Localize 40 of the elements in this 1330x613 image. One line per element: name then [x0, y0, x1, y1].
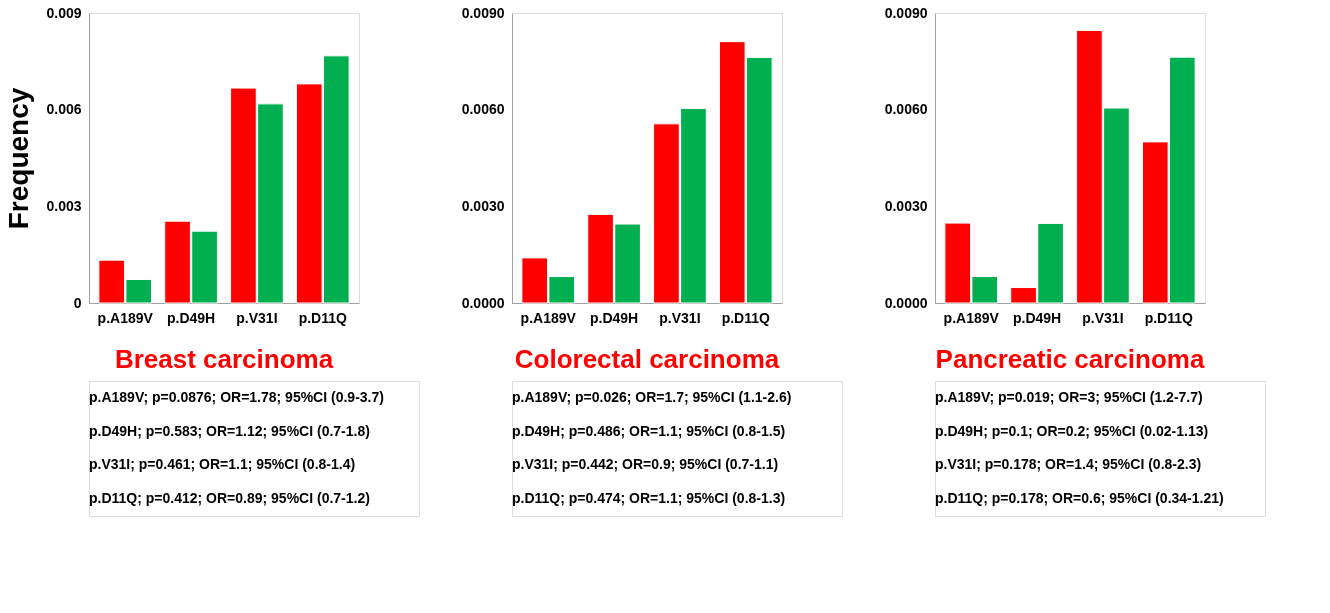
text: p.D49H; p=0.486; OR=1.1; 95%CI (0.8-1.5)	[512, 422, 786, 439]
y-tick-label: 0.0090	[461, 4, 505, 21]
x-tick-label: p.A189V	[943, 309, 1000, 326]
y-tick-label: 0.0000	[461, 294, 505, 311]
y-tick-label: 0.0060	[884, 101, 928, 118]
y-tick-label: 0	[73, 294, 82, 311]
y-tick-label: 0.0030	[461, 197, 505, 214]
y-tick-label: 0.009	[46, 4, 82, 21]
text: p.D11Q; p=0.412; OR=0.89; 95%CI (0.7-1.2)	[89, 490, 370, 507]
text: p.V31I; p=0.442; OR=0.9; 95%CI (0.7-1.1)	[512, 456, 779, 473]
text: Breast carcinoma	[114, 344, 334, 374]
y-tick-label: 0.0060	[461, 101, 505, 118]
text: p.A189V; p=0.026; OR=1.7; 95%CI (1.1-2.6)	[512, 388, 792, 405]
x-tick-label: p.A189V	[520, 309, 577, 326]
x-tick-label: p.D49H	[166, 309, 216, 326]
x-tick-label: p.V31I	[236, 309, 278, 326]
text: p.A189V; p=0.019; OR=3; 95%CI (1.2-7.7)	[935, 388, 1203, 405]
text: p.D49H; p=0.583; OR=1.12; 95%CI (0.7-1.8)	[89, 422, 370, 439]
x-tick-label: p.V31I	[659, 309, 701, 326]
y-tick-label: 0.0000	[884, 294, 928, 311]
y-tick-label: 0.0090	[884, 4, 928, 21]
text: p.V31I; p=0.461; OR=1.1; 95%CI (0.8-1.4)	[89, 456, 356, 473]
y-axis-title: Frequency	[3, 87, 35, 230]
text: p.V31I; p=0.178; OR=1.4; 95%CI (0.8-2.3)	[935, 456, 1202, 473]
x-tick-label: p.D11Q	[298, 309, 348, 326]
x-tick-label: p.D11Q	[1144, 309, 1194, 326]
text: p.D49H; p=0.1; OR=0.2; 95%CI (0.02-1.13)	[935, 422, 1209, 439]
text: p.D11Q; p=0.178; OR=0.6; 95%CI (0.34-1.21)	[935, 490, 1224, 507]
x-tick-label: p.D49H	[589, 309, 639, 326]
text: p.D11Q; p=0.474; OR=1.1; 95%CI (0.8-1.3)	[512, 490, 786, 507]
y-tick-label: 0.0030	[884, 197, 928, 214]
text: Pancreatic carcinoma	[935, 344, 1205, 374]
x-tick-label: p.D49H	[1012, 309, 1062, 326]
y-tick-label: 0.003	[46, 197, 82, 214]
y-tick-label: 0.006	[46, 101, 82, 118]
x-tick-label: p.A189V	[97, 309, 154, 326]
text: Colorectal carcinoma	[514, 344, 780, 374]
text: p.A189V; p=0.0876; OR=1.78; 95%CI (0.9-3.7)	[89, 388, 384, 405]
x-tick-label: p.D11Q	[721, 309, 771, 326]
x-tick-label: p.V31I	[1082, 309, 1124, 326]
